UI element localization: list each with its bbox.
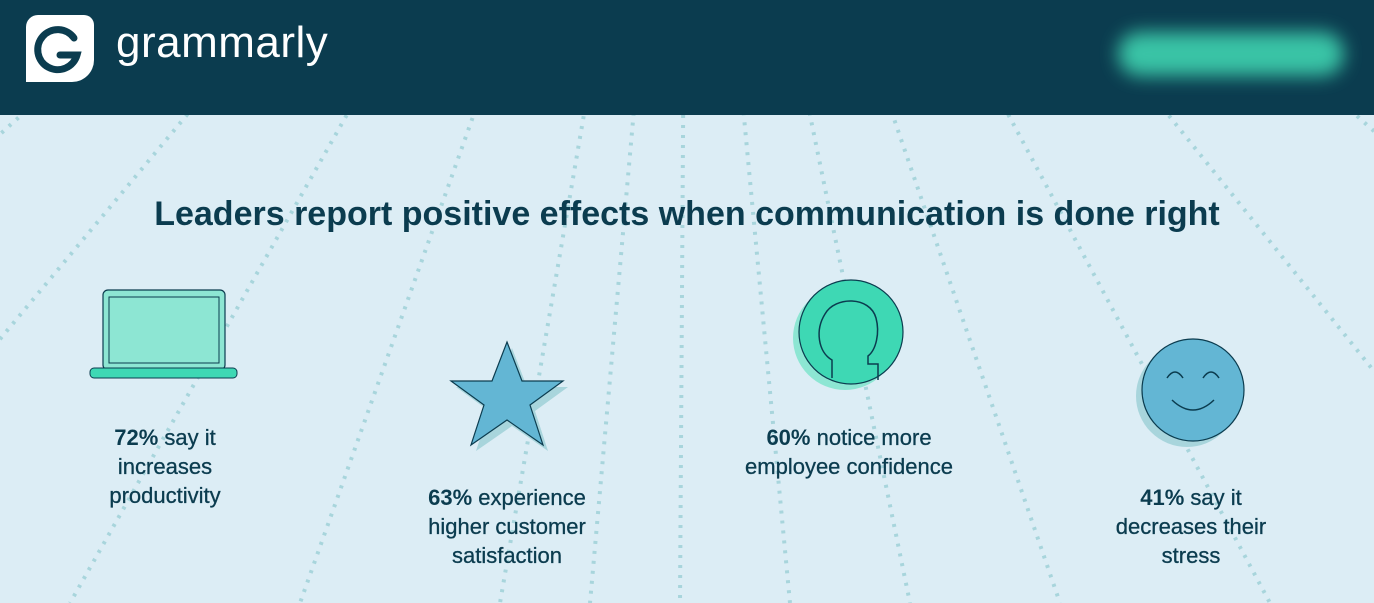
stat: 60% [766, 425, 811, 450]
smiley-icon [1136, 338, 1245, 447]
person-icon [793, 279, 904, 390]
stat-item: 63% experience higher customer satisfact… [407, 483, 607, 570]
stat: 63% [428, 485, 473, 510]
star-icon [449, 340, 568, 451]
title: Leaders report positive effects when com… [154, 195, 1220, 233]
logo-text[interactable]: grammarly [116, 18, 329, 67]
stat-text: notice more employee confidence [745, 425, 953, 479]
stat: 41% [1140, 485, 1185, 510]
laptop-icon [89, 289, 238, 379]
stat: 72% [114, 425, 159, 450]
stat-item: 41% say it decreases their stress [1096, 483, 1286, 570]
stat-item: 60% notice more employee confidence [744, 423, 954, 481]
header: grammarly [0, 0, 1374, 115]
logo-icon [26, 15, 94, 82]
blurred-button[interactable] [1118, 32, 1344, 76]
stat-text: say it increases productivity [109, 425, 221, 508]
stat-text: experience higher customer satisfaction [428, 485, 586, 568]
stat-item: 72% say it increases productivity [90, 423, 240, 510]
background-lines [0, 115, 1374, 603]
stat-text: say it decreases their stress [1115, 485, 1267, 568]
